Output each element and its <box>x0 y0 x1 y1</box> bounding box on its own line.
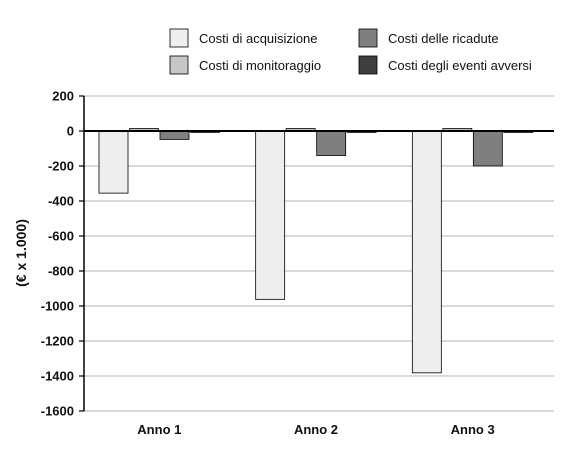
bar-costi-delle-ricadute-anno-1 <box>159 130 190 140</box>
legend-item-costi-delle-ricadute: Costi delle ricadute <box>358 28 499 48</box>
bar-costi-delle-ricadute-anno-3 <box>472 130 503 167</box>
y-tick-label: -600 <box>48 229 74 244</box>
y-tick-label: -200 <box>48 159 74 174</box>
y-tick-label: 0 <box>67 124 74 139</box>
x-tick-label: Anno 1 <box>137 422 181 437</box>
legend-item-costi-degli-eventi-avversi: Costi degli eventi avversi <box>358 55 532 75</box>
y-tick-label: -400 <box>48 194 74 209</box>
y-tick-label: -1000 <box>41 299 74 314</box>
y-tick-label: -800 <box>48 264 74 279</box>
x-ticks: Anno 1 Anno 2 Anno 3 <box>137 422 494 437</box>
x-tick-label: Anno 2 <box>294 422 338 437</box>
y-ticks: 200 0 -200 -400 -600 -800 -1000 -1200 -1400 -1600 <box>41 89 84 419</box>
legend: Costi di acquisizione Costi delle ricadut… <box>169 28 532 75</box>
legend-item-costi-di-acquisizione: Costi di acquisizione <box>169 28 318 48</box>
legend-label: Costi delle ricadute <box>388 31 499 46</box>
bars <box>98 128 534 374</box>
legend-swatch <box>358 28 378 48</box>
legend-label: Costi di acquisizione <box>199 31 318 46</box>
y-tick-label: -1400 <box>41 369 74 384</box>
y-tick-label: 200 <box>52 89 74 104</box>
bar-costi-delle-ricadute-anno-2 <box>316 130 347 156</box>
legend-label: Costi di monitoraggio <box>199 58 321 73</box>
legend-label: Costi degli eventi avversi <box>388 58 532 73</box>
y-axis-title: (€ x 1.000) <box>13 219 29 287</box>
y-tick-label: -1600 <box>41 404 74 419</box>
legend-swatch <box>169 55 189 75</box>
bar-costi-di-acquisizione-anno-3 <box>411 130 442 374</box>
bar-costi-di-acquisizione-anno-1 <box>98 130 129 194</box>
legend-item-costi-di-monitoraggio: Costi di monitoraggio <box>169 55 321 75</box>
gridlines <box>84 95 554 412</box>
legend-swatch <box>169 28 189 48</box>
x-tick-label: Anno 3 <box>451 422 495 437</box>
bar-costi-di-acquisizione-anno-2 <box>255 130 286 300</box>
y-tick-label: -1200 <box>41 334 74 349</box>
legend-swatch <box>358 55 378 75</box>
